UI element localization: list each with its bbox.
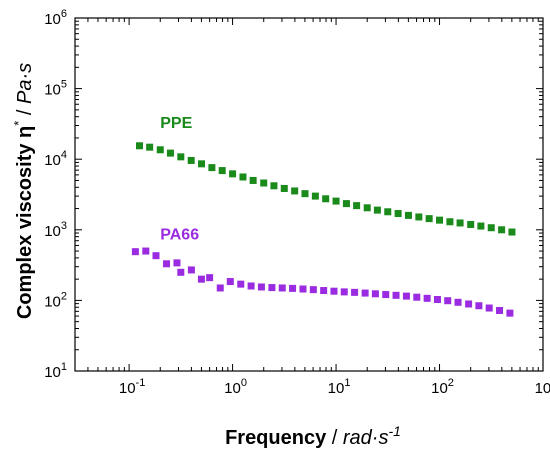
data-point-ppe — [477, 222, 485, 230]
y-tick-label: 106 — [44, 8, 67, 28]
data-point-pa66 — [278, 284, 286, 292]
data-point-ppe — [436, 216, 444, 224]
y-tick-label: 101 — [44, 361, 67, 381]
data-point-pa66 — [475, 302, 483, 310]
series-label-ppe: PPE — [160, 115, 192, 132]
data-point-ppe — [270, 182, 278, 190]
data-point-ppe — [311, 192, 319, 200]
data-point-ppe — [156, 146, 164, 154]
data-point-ppe — [301, 190, 309, 198]
data-point-pa66 — [485, 304, 493, 312]
data-point-ppe — [415, 213, 423, 221]
data-point-ppe — [373, 206, 381, 214]
x-tick-label: 102 — [431, 377, 454, 397]
data-point-pa66 — [152, 252, 160, 260]
plot-frame — [74, 17, 544, 372]
data-point-ppe — [187, 156, 195, 164]
data-point-ppe — [446, 218, 454, 226]
data-point-ppe — [363, 204, 371, 212]
data-point-pa66 — [268, 284, 276, 292]
data-point-pa66 — [177, 268, 185, 276]
data-point-pa66 — [444, 297, 452, 305]
data-point-ppe — [146, 143, 154, 151]
data-point-pa66 — [506, 309, 514, 317]
y-tick-label: 102 — [44, 290, 67, 310]
data-point-pa66 — [402, 292, 410, 300]
data-point-pa66 — [320, 287, 328, 295]
x-tick-label: 10-1 — [119, 377, 145, 397]
data-point-pa66 — [142, 247, 150, 255]
x-axis-title: Frequency / rad·s-1 — [225, 423, 401, 449]
data-point-pa66 — [413, 293, 421, 301]
data-point-ppe — [487, 224, 495, 232]
data-point-ppe — [404, 211, 412, 219]
data-point-pa66 — [247, 282, 255, 290]
data-point-pa66 — [496, 306, 504, 314]
data-point-pa66 — [197, 275, 205, 283]
data-point-ppe — [208, 164, 216, 172]
data-point-ppe — [353, 202, 361, 210]
data-point-ppe — [508, 228, 516, 236]
data-point-ppe — [498, 226, 506, 234]
data-point-pa66 — [163, 260, 171, 268]
x-tick-label: 103 — [535, 377, 550, 397]
x-tick-label: 100 — [224, 377, 247, 397]
y-tick-label: 105 — [44, 79, 67, 99]
data-point-ppe — [198, 160, 206, 168]
data-point-pa66 — [351, 288, 359, 296]
data-point-pa66 — [257, 283, 265, 291]
data-point-ppe — [229, 170, 237, 178]
data-point-ppe — [332, 197, 340, 205]
y-tick-label: 104 — [44, 149, 67, 169]
data-point-pa66 — [309, 286, 317, 294]
series-label-pa66: PA66 — [160, 227, 199, 244]
data-point-ppe — [384, 208, 392, 216]
data-point-ppe — [456, 219, 464, 227]
plot-area: 10-1 100 101 102 103 101 102 103 104 105 106 PPE PA6… — [44, 8, 550, 397]
data-point-ppe — [166, 149, 174, 157]
data-point-pa66 — [330, 287, 338, 295]
data-point-ppe — [260, 179, 268, 187]
data-point-pa66 — [289, 284, 297, 292]
data-point-pa66 — [340, 288, 348, 296]
data-point-pa66 — [206, 274, 214, 282]
data-point-ppe — [291, 187, 299, 195]
data-point-pa66 — [226, 278, 234, 286]
data-point-ppe — [239, 173, 247, 181]
data-point-ppe — [342, 200, 350, 208]
data-point-pa66 — [361, 289, 369, 297]
data-point-pa66 — [299, 285, 307, 293]
data-point-pa66 — [423, 294, 431, 302]
data-point-pa66 — [371, 290, 379, 298]
data-point-ppe — [249, 176, 257, 184]
y-tick-label: 103 — [44, 220, 67, 240]
x-tick-label: 101 — [328, 377, 351, 397]
data-point-pa66 — [454, 298, 462, 306]
data-point-pa66 — [187, 266, 195, 274]
data-point-ppe — [425, 215, 433, 223]
data-point-pa66 — [465, 300, 473, 308]
data-point-pa66 — [131, 248, 139, 256]
data-point-pa66 — [392, 291, 400, 299]
data-point-ppe — [135, 142, 143, 150]
data-point-ppe — [467, 220, 475, 228]
data-point-ppe — [177, 153, 185, 161]
data-point-ppe — [322, 195, 330, 203]
data-point-pa66 — [216, 284, 224, 292]
data-point-ppe — [280, 184, 288, 192]
y-axis-title: Complex viscosity η* / Pa·s — [11, 63, 36, 319]
data-point-pa66 — [382, 291, 390, 299]
data-point-ppe — [394, 210, 402, 218]
data-point-pa66 — [237, 280, 245, 288]
data-point-ppe — [218, 167, 226, 175]
data-point-pa66 — [433, 295, 441, 303]
data-point-pa66 — [173, 259, 181, 267]
